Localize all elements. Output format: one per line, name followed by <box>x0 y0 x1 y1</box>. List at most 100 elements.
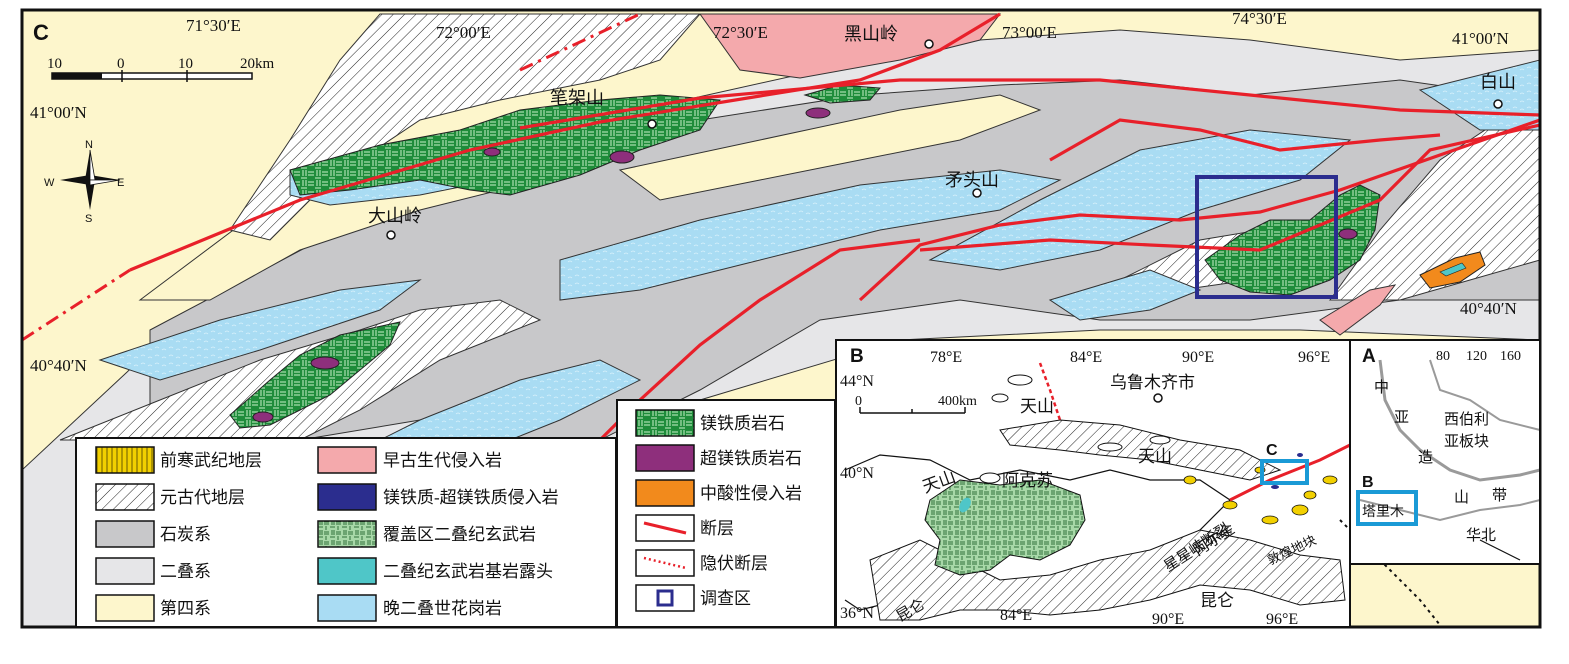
legend-label: 晚二叠世花岗岩 <box>383 599 502 618</box>
panel-label-b: B <box>850 346 864 367</box>
fault-2 <box>519 78 1540 130</box>
compass-s: S <box>85 213 92 225</box>
legend-swatch <box>95 446 155 474</box>
hidden-fault-2 <box>519 12 641 72</box>
mafic-rock-southwest <box>229 321 401 429</box>
legend-item-permian: 二叠系 <box>95 557 211 585</box>
compass-n: N <box>85 139 93 151</box>
main-longitude-labels: 71°30′E 72°00′E 72°30′E 73°00′E 74°30′E <box>186 9 1287 42</box>
legend-swatch <box>635 479 695 507</box>
lon-label: 74°30′E <box>1232 9 1287 28</box>
place-marker-maotoushan <box>972 188 982 198</box>
legend-item-intermediate-acid-intrusive: 中酸性侵入岩 <box>635 479 802 507</box>
basalt-outcrop-small <box>1439 262 1467 277</box>
lon-label: 73°00′E <box>1002 23 1057 42</box>
inset-b-lon: 84°E <box>1000 607 1032 624</box>
fault-4 <box>919 123 1540 252</box>
legend-label: 二叠系 <box>160 562 211 581</box>
inset-a-lon: 80 <box>1436 349 1450 364</box>
legend-label: 超镁铁质岩石 <box>700 449 802 468</box>
inset-a-label: 带 <box>1492 487 1507 504</box>
inset-b-lat: 44°N <box>840 373 874 390</box>
legend-swatch <box>635 514 695 542</box>
place-markers <box>386 39 1503 240</box>
lon-label: 72°00′E <box>436 23 491 42</box>
legend-label: 镁铁质岩石 <box>700 414 785 433</box>
place-label: 大山岭 <box>368 206 422 226</box>
survey-area-box <box>1195 175 1338 299</box>
legend-swatch <box>95 483 155 511</box>
legend-label: 调查区 <box>700 589 751 608</box>
inset-b-fault <box>1229 443 1351 502</box>
inset-a-label: 西伯利 <box>1444 411 1489 428</box>
legend-swatch <box>317 557 377 585</box>
ultramafic-rock-6 <box>252 411 274 423</box>
inset-b-place: 天山 <box>1138 447 1172 466</box>
compass-e: E <box>117 177 124 189</box>
legend-item-covered-basalt: 覆盖区二叠纪玄武岩 <box>317 520 536 548</box>
inset-b-small-outcrops <box>979 374 1171 484</box>
legend-swatch <box>95 520 155 548</box>
fault-3 <box>858 118 1540 302</box>
inset-a-label: 山 <box>1454 489 1469 506</box>
legend-item-precambrian: 前寒武纪地层 <box>95 446 262 474</box>
inset-b-lat: 40°N <box>840 465 874 482</box>
legend-item-early-paleozoic-intrusive: 早古生代侵入岩 <box>317 446 502 474</box>
place-marker-baishan <box>1493 99 1503 109</box>
legend-swatch <box>635 444 695 472</box>
inset-b <box>836 340 1441 627</box>
inset-a <box>1350 340 1541 564</box>
legend-swatch <box>95 594 155 622</box>
fault-5 <box>1049 118 1441 162</box>
inset-b-lat: 36°N <box>840 605 874 622</box>
panel-label-c: C <box>33 20 49 45</box>
inset-b-lon: 96°E <box>1298 349 1330 366</box>
legend-item-mafic-rock: 镁铁质岩石 <box>635 409 785 437</box>
inset-b-tianshan <box>999 419 1282 481</box>
scale-tick: 10 <box>47 56 62 72</box>
scale-tick: 20km <box>240 56 275 72</box>
legend-item-granite: 晚二叠世花岗岩 <box>317 594 502 622</box>
main-place-labels: 黑山岭 笔架山 矛头山 大山岭 白山 <box>368 24 1516 226</box>
inset-a-boundary <box>1378 359 1541 482</box>
inset-a-frame <box>1349 339 1541 565</box>
inset-a-labels: A 80 120 160 中 亚 造 山 带 西伯利 亚板块 塔里木 华北 B <box>1362 346 1521 544</box>
scale-tick: 10 <box>178 56 193 72</box>
inset-b-basalt-outcrop <box>959 497 971 513</box>
inset-a-lon: 120 <box>1466 349 1487 364</box>
inset-a-boundary-3 <box>1359 499 1541 522</box>
legend-swatch <box>635 409 695 437</box>
ultramafic-rock-1 <box>609 150 635 164</box>
legend-label: 中酸性侵入岩 <box>700 484 802 503</box>
place-label: 黑山岭 <box>844 24 898 44</box>
inset-b-place: 阿克苏 <box>1002 471 1053 490</box>
legend-item-carboniferous: 石炭系 <box>95 520 211 548</box>
legend-swatch <box>635 584 695 612</box>
inset-b-lon: 78°E <box>930 349 962 366</box>
inset-b-c-label: C <box>1266 442 1278 459</box>
place-marker-dashanling <box>386 230 396 240</box>
legend-swatch <box>317 446 377 474</box>
legend-item-fault: 断层 <box>635 514 734 542</box>
granite-east <box>928 129 1352 271</box>
legend-label: 元古代地层 <box>160 488 245 507</box>
inset-b-hidden-fault <box>1038 362 1062 421</box>
lon-label: 72°30′E <box>713 23 768 42</box>
ultramafic-rock-4 <box>1338 228 1358 240</box>
inset-a-coast <box>1479 539 1521 561</box>
legend-item-quaternary: 第四系 <box>95 594 211 622</box>
inset-a-b-marker <box>1356 490 1418 526</box>
inset-b-scale-tick: 400km <box>938 394 977 409</box>
place-label: 白山 <box>1480 72 1516 92</box>
legend-swatch <box>317 520 377 548</box>
inset-b-lon: 84°E <box>1070 349 1102 366</box>
legend-item-proterozoic: 元古代地层 <box>95 483 245 511</box>
place-label: 矛头山 <box>945 170 999 190</box>
inset-b-lon: 96°E <box>1266 611 1298 628</box>
main-scale-bar: 10 0 10 20km <box>47 56 275 82</box>
inset-a-b-label: B <box>1362 474 1374 491</box>
main-latitude-labels: 41°00′N 40°40′N 41°00′N 40°40′N <box>30 29 1517 375</box>
hidden-fault-1 <box>22 268 131 342</box>
inset-b-kunlun <box>869 529 1346 621</box>
